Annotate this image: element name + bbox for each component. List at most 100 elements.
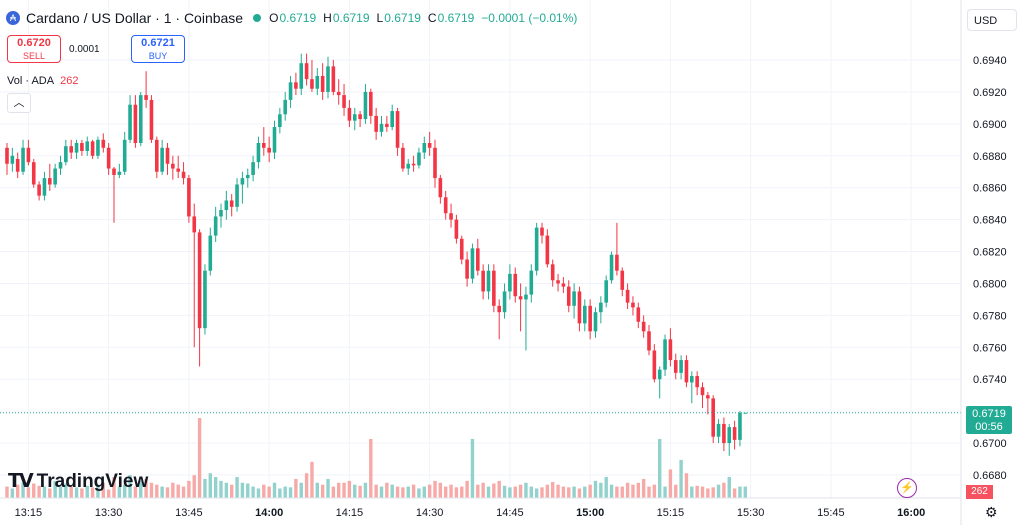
candle-body[interactable] bbox=[229, 200, 234, 207]
candle-body[interactable] bbox=[577, 291, 582, 324]
candle-body[interactable] bbox=[422, 143, 427, 153]
candle-body[interactable] bbox=[342, 95, 346, 108]
candle-body[interactable] bbox=[165, 147, 170, 164]
candle-body[interactable] bbox=[304, 63, 309, 80]
candle-body[interactable] bbox=[10, 155, 15, 164]
candle-body[interactable] bbox=[294, 82, 298, 89]
candle-body[interactable] bbox=[502, 291, 507, 313]
candle-body[interactable] bbox=[556, 280, 560, 284]
candle-body[interactable] bbox=[64, 146, 68, 163]
candle-body[interactable] bbox=[417, 152, 421, 166]
candle-body[interactable] bbox=[224, 200, 229, 211]
candle-body[interactable] bbox=[647, 331, 651, 351]
candle-body[interactable] bbox=[235, 184, 239, 207]
candle-body[interactable] bbox=[320, 75, 325, 92]
candle-body[interactable] bbox=[122, 139, 127, 172]
candle-body[interactable] bbox=[53, 168, 57, 185]
candle-body[interactable] bbox=[144, 95, 148, 100]
candle-body[interactable] bbox=[310, 79, 314, 89]
candle-body[interactable] bbox=[508, 273, 512, 292]
candle-body[interactable] bbox=[256, 143, 261, 163]
gear-icon[interactable]: ⚙ bbox=[985, 504, 998, 520]
candle-body[interactable] bbox=[561, 283, 566, 287]
candle-body[interactable] bbox=[593, 312, 598, 332]
currency-selector[interactable]: USD bbox=[967, 9, 1017, 31]
candle-body[interactable] bbox=[69, 146, 73, 153]
chart-title[interactable]: Cardano / US Dollar · 1 · Coinbase bbox=[26, 10, 244, 26]
candle-body[interactable] bbox=[262, 143, 266, 148]
candle-body[interactable] bbox=[459, 238, 464, 260]
candle-body[interactable] bbox=[288, 82, 293, 100]
candle-body[interactable] bbox=[679, 360, 683, 373]
candle-body[interactable] bbox=[326, 66, 330, 92]
candle-body[interactable] bbox=[518, 296, 523, 300]
candle-body[interactable] bbox=[454, 219, 459, 239]
candle-body[interactable] bbox=[181, 171, 186, 179]
candle-body[interactable] bbox=[336, 91, 341, 96]
candle-body[interactable] bbox=[540, 227, 544, 236]
candle-body[interactable] bbox=[700, 387, 705, 396]
candle-body[interactable] bbox=[668, 339, 673, 361]
candle-body[interactable] bbox=[652, 350, 657, 380]
candle-body[interactable] bbox=[604, 280, 608, 303]
candle-body[interactable] bbox=[566, 286, 571, 306]
candle-body[interactable] bbox=[171, 163, 175, 169]
candle-body[interactable] bbox=[481, 270, 485, 292]
candle-body[interactable] bbox=[465, 259, 469, 279]
candle-body[interactable] bbox=[732, 427, 737, 440]
candle-body[interactable] bbox=[497, 305, 501, 313]
candle-body[interactable] bbox=[615, 254, 619, 271]
candle-body[interactable] bbox=[106, 147, 111, 169]
candle-body[interactable] bbox=[331, 66, 336, 92]
market-status-icon[interactable] bbox=[253, 14, 262, 22]
candle-body[interactable] bbox=[138, 95, 143, 143]
candle-body[interactable] bbox=[213, 216, 218, 236]
candle-body[interactable] bbox=[315, 75, 320, 89]
candle-body[interactable] bbox=[657, 369, 662, 380]
candle-body[interactable] bbox=[26, 147, 31, 163]
candle-body[interactable] bbox=[411, 163, 416, 166]
buy-button[interactable]: 0.6721 BUY bbox=[131, 35, 185, 63]
candle-body[interactable] bbox=[245, 174, 250, 179]
candle-body[interactable] bbox=[278, 114, 282, 128]
candle-body[interactable] bbox=[203, 270, 207, 329]
candle-body[interactable] bbox=[90, 141, 95, 156]
candle-body[interactable] bbox=[219, 210, 223, 217]
candle-body[interactable] bbox=[620, 270, 625, 290]
candle-body[interactable] bbox=[395, 111, 400, 148]
candle-body[interactable] bbox=[5, 147, 9, 164]
candle-body[interactable] bbox=[85, 141, 90, 151]
candle-body[interactable] bbox=[609, 254, 614, 281]
candle-body[interactable] bbox=[374, 115, 378, 132]
candle-body[interactable] bbox=[128, 104, 132, 140]
candle-body[interactable] bbox=[187, 178, 191, 217]
candle-body[interactable] bbox=[684, 360, 689, 383]
candle-body[interactable] bbox=[588, 305, 592, 332]
candle-body[interactable] bbox=[37, 184, 41, 196]
candle-body[interactable] bbox=[117, 171, 122, 175]
candle-body[interactable] bbox=[492, 270, 496, 306]
candle-body[interactable] bbox=[743, 412, 748, 414]
candle-body[interactable] bbox=[690, 376, 694, 383]
candle-body[interactable] bbox=[486, 270, 491, 292]
candle-body[interactable] bbox=[267, 147, 271, 153]
candle-body[interactable] bbox=[727, 427, 732, 444]
candle-body[interactable] bbox=[149, 99, 154, 140]
candle-body[interactable] bbox=[722, 423, 726, 444]
tradingview-logo[interactable]: 𝗧𝗩 TradingView bbox=[8, 470, 148, 493]
candle-body[interactable] bbox=[283, 99, 287, 115]
collapse-legend-button[interactable]: ︿ bbox=[7, 93, 31, 113]
candle-body[interactable] bbox=[390, 111, 394, 128]
candle-body[interactable] bbox=[48, 178, 52, 185]
candle-body[interactable] bbox=[636, 307, 641, 322]
candle-body[interactable] bbox=[738, 412, 742, 440]
candle-body[interactable] bbox=[155, 139, 159, 172]
candle-body[interactable] bbox=[352, 114, 357, 121]
candle-body[interactable] bbox=[438, 178, 443, 198]
candle-body[interactable] bbox=[401, 147, 405, 169]
candle-body[interactable] bbox=[470, 248, 475, 279]
candle-body[interactable] bbox=[406, 163, 411, 169]
candle-body[interactable] bbox=[369, 91, 373, 116]
candle-body[interactable] bbox=[358, 114, 362, 120]
